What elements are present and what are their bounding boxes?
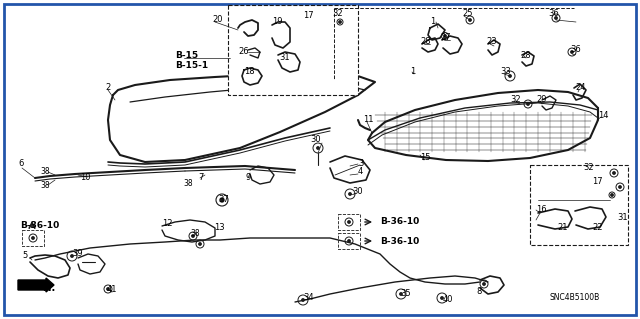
Circle shape: [619, 186, 621, 188]
Text: 38: 38: [40, 167, 50, 176]
Text: 25: 25: [462, 10, 472, 19]
Text: 41: 41: [107, 286, 118, 294]
Text: 38: 38: [190, 229, 200, 239]
Bar: [228, 5, 358, 95]
Text: 12: 12: [162, 219, 173, 228]
Circle shape: [220, 198, 224, 202]
Text: 7: 7: [198, 174, 204, 182]
Text: 40: 40: [443, 295, 454, 305]
Text: 11: 11: [363, 115, 374, 124]
Circle shape: [441, 297, 443, 299]
Circle shape: [348, 221, 350, 223]
Text: B-36-10: B-36-10: [20, 220, 60, 229]
Text: 24: 24: [575, 84, 586, 93]
Circle shape: [555, 17, 557, 19]
Text: 19: 19: [272, 18, 282, 26]
Text: 3: 3: [358, 159, 364, 167]
Bar: [338, 233, 360, 249]
Text: 5: 5: [22, 251, 28, 261]
FancyArrow shape: [18, 278, 54, 292]
Text: 1: 1: [430, 18, 435, 26]
Text: 31: 31: [617, 213, 628, 222]
Text: B-36-10: B-36-10: [380, 236, 419, 246]
Circle shape: [613, 172, 615, 174]
Text: B-36-10: B-36-10: [380, 218, 419, 226]
Text: 32: 32: [332, 9, 342, 18]
Text: 35: 35: [400, 290, 411, 299]
Text: 21: 21: [557, 224, 568, 233]
Circle shape: [483, 283, 485, 285]
Text: 6: 6: [18, 160, 24, 168]
Text: 30: 30: [310, 136, 321, 145]
Circle shape: [192, 235, 194, 237]
Text: 1: 1: [410, 68, 415, 77]
Text: 4: 4: [358, 167, 364, 176]
Text: 18: 18: [244, 68, 255, 77]
Circle shape: [444, 35, 446, 37]
Text: 10: 10: [80, 173, 90, 182]
Text: 28: 28: [520, 50, 531, 60]
Text: 8: 8: [476, 287, 481, 296]
Circle shape: [339, 21, 341, 23]
Text: 30: 30: [352, 188, 363, 197]
Bar: [22, 230, 44, 246]
Text: 17: 17: [592, 177, 603, 187]
Text: 28: 28: [420, 38, 431, 47]
Text: 23: 23: [486, 38, 497, 47]
Circle shape: [527, 103, 529, 105]
Text: Fr.: Fr.: [42, 283, 55, 293]
Circle shape: [317, 147, 319, 149]
Text: 36: 36: [548, 10, 559, 19]
Text: 20: 20: [212, 16, 223, 25]
Text: 38: 38: [40, 181, 50, 189]
Text: 27: 27: [440, 33, 451, 42]
Text: 31: 31: [279, 54, 290, 63]
Text: 9: 9: [245, 174, 250, 182]
Circle shape: [348, 240, 350, 242]
Text: 26: 26: [238, 48, 248, 56]
Circle shape: [571, 51, 573, 53]
Text: 2: 2: [105, 84, 110, 93]
Circle shape: [468, 19, 471, 21]
Circle shape: [71, 255, 73, 257]
Text: 16: 16: [536, 205, 547, 214]
Text: 15: 15: [420, 153, 431, 162]
Text: 22: 22: [592, 224, 602, 233]
Circle shape: [107, 288, 109, 290]
Text: 38: 38: [183, 179, 193, 188]
Text: 13: 13: [214, 224, 225, 233]
Circle shape: [349, 193, 351, 195]
Bar: [530, 165, 628, 245]
Circle shape: [509, 75, 511, 77]
Text: 32: 32: [583, 164, 594, 173]
Text: 37: 37: [218, 196, 228, 204]
Text: 29: 29: [536, 95, 547, 105]
Text: 14: 14: [598, 110, 609, 120]
Circle shape: [32, 237, 34, 239]
Text: 39: 39: [72, 249, 83, 258]
Text: 34: 34: [303, 293, 314, 302]
Text: 17: 17: [303, 11, 314, 20]
Text: 32: 32: [510, 95, 520, 105]
Circle shape: [302, 299, 304, 301]
Circle shape: [611, 194, 613, 196]
Text: 36: 36: [570, 46, 580, 55]
Text: SNC4B5100B: SNC4B5100B: [550, 293, 600, 302]
Text: B-15: B-15: [175, 50, 198, 60]
Circle shape: [400, 293, 402, 295]
Bar: [338, 214, 360, 230]
Text: 33: 33: [500, 68, 511, 77]
Text: B-15-1: B-15-1: [175, 61, 208, 70]
Circle shape: [199, 243, 201, 245]
